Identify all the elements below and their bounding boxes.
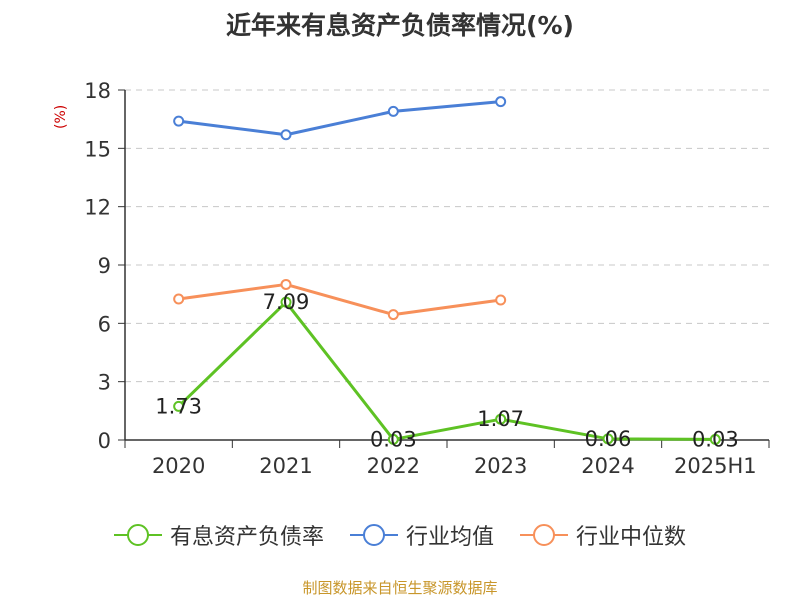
legend-item-industry-mean[interactable]: 行业均值 [349, 519, 494, 551]
y-tick-label: 0 [98, 429, 111, 453]
data-point [173, 115, 185, 127]
x-tick-label: 2021 [259, 454, 312, 478]
data-label: 7.09 [263, 290, 310, 314]
y-tick-label: 3 [98, 371, 111, 395]
data-label: 0.03 [370, 427, 417, 451]
series-line-2 [178, 282, 501, 317]
data-point [387, 105, 399, 117]
legend-label-industry-median: 行业中位数 [576, 525, 687, 550]
x-tick-label: 2023 [474, 454, 527, 478]
series-line-0 [177, 300, 716, 441]
data-point [280, 129, 292, 141]
legend-label-industry-mean: 行业均值 [405, 525, 494, 550]
legend-swatch-industry-mean-icon [349, 524, 398, 546]
data-label: 0.06 [585, 427, 632, 451]
data-point [602, 433, 614, 445]
legend-item-debt-ratio[interactable]: 有息资产负债率 [113, 519, 324, 551]
data-point [495, 96, 507, 108]
y-tick-label: 15 [84, 137, 111, 161]
y-tick-label: 6 [98, 312, 111, 336]
legend-swatch-debt-ratio-icon [113, 524, 162, 546]
x-tick-label: 2025H1 [674, 454, 757, 478]
data-point [280, 296, 292, 308]
chart-title: 近年来有息资产负债率情况(%) [226, 11, 574, 40]
data-point [495, 413, 507, 425]
legend-item-industry-median[interactable]: 行业中位数 [520, 519, 686, 551]
legend: 有息资产负债率 行业均值 行业中位数 [0, 519, 800, 551]
x-tick-label: 2024 [581, 454, 634, 478]
data-label: 1.07 [477, 407, 524, 431]
legend-label-debt-ratio: 有息资产负债率 [169, 525, 324, 550]
data-point [387, 309, 399, 321]
data-label: 1.73 [155, 394, 202, 418]
y-tick-label: 18 [84, 79, 111, 103]
y-tick-label: 9 [98, 254, 111, 278]
data-point [173, 400, 185, 412]
y-tick-label: 12 [84, 196, 111, 220]
data-point [173, 293, 185, 305]
x-tick-label: 2020 [152, 454, 205, 478]
x-tick-label: 2022 [367, 454, 420, 478]
data-point [709, 433, 721, 445]
data-point [387, 433, 399, 445]
data-point [280, 278, 292, 290]
data-point [495, 294, 507, 306]
series-line-1 [178, 100, 501, 137]
data-label: 0.03 [692, 427, 739, 451]
data-source-note: 制图数据来自恒生聚源数据库 [302, 579, 498, 597]
legend-swatch-industry-median-icon [520, 524, 568, 546]
